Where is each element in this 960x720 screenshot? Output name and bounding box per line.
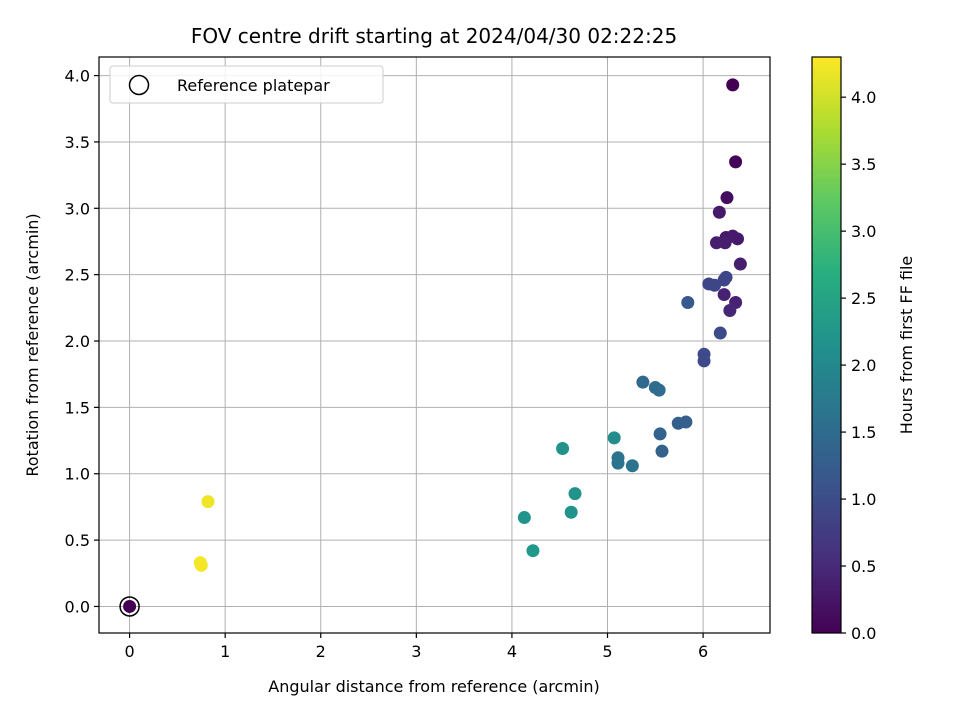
data-point	[556, 442, 570, 456]
colorbar-tick-label: 2.5	[851, 289, 876, 308]
colorbar-gradient	[812, 57, 841, 633]
colorbar-tick-label: 4.0	[851, 88, 876, 107]
data-point	[681, 296, 695, 310]
data-point	[708, 278, 722, 292]
y-tick-label: 2.5	[65, 266, 90, 285]
data-point	[517, 511, 531, 525]
x-tick-label: 1	[220, 642, 230, 661]
colorbar-label: Hours from first FF file	[897, 256, 916, 435]
data-point	[717, 288, 731, 302]
y-tick-label: 3.0	[65, 199, 90, 218]
data-point	[731, 232, 745, 246]
data-point	[123, 599, 137, 613]
colorbar-tick-label: 0.5	[851, 557, 876, 576]
y-tick-label: 4.0	[65, 67, 90, 86]
data-point	[717, 273, 731, 287]
data-point	[729, 155, 743, 169]
y-axis-label: Rotation from reference (arcmin)	[23, 213, 42, 476]
data-point	[671, 416, 685, 430]
chart-title: FOV centre drift starting at 2024/04/30 …	[191, 24, 677, 48]
y-tick-label: 1.5	[65, 398, 90, 417]
data-point	[723, 303, 737, 317]
data-point	[653, 427, 667, 441]
legend-entry-reference: Reference platepar	[177, 76, 330, 95]
data-point	[201, 495, 215, 509]
data-point	[697, 354, 711, 368]
data-point	[625, 459, 639, 473]
colorbar: 0.0 0.5 1.0 1.5 2.0 2.5 3.0 3.5 4.0 Hours from f…	[811, 56, 916, 643]
data-point	[526, 544, 540, 558]
x-tick-label: 6	[698, 642, 708, 661]
data-point	[712, 205, 726, 219]
data-point	[655, 444, 669, 458]
x-tick-label: 5	[602, 642, 612, 661]
data-point	[726, 78, 740, 92]
colorbar-tick-label: 0.0	[851, 624, 876, 643]
legend-box	[109, 65, 384, 104]
data-point	[607, 431, 621, 445]
colorbar-tick-label: 1.0	[851, 490, 876, 509]
x-axis-ticks: 0 1 2 3 4 5 6	[124, 633, 708, 661]
y-axis-ticks: 0.0 0.5 1.0 1.5 2.0 2.5 3.0 3.5 4.0	[65, 67, 99, 616]
legend: Reference platepar	[109, 65, 384, 104]
data-point	[652, 383, 666, 397]
x-tick-label: 3	[411, 642, 421, 661]
data-point	[713, 326, 727, 340]
data-point	[568, 487, 582, 501]
grid	[99, 57, 770, 633]
data-point	[718, 236, 732, 250]
legend-marker-reference	[128, 74, 150, 96]
data-point	[720, 191, 734, 205]
x-axis-label: Angular distance from reference (arcmin)	[268, 677, 599, 696]
y-tick-label: 0.0	[65, 597, 90, 616]
data-point	[611, 456, 625, 470]
data-point	[194, 558, 208, 572]
colorbar-tick-label: 2.0	[851, 356, 876, 375]
colorbar-tick-label: 1.5	[851, 423, 876, 442]
x-tick-label: 4	[507, 642, 517, 661]
y-tick-label: 0.5	[65, 531, 90, 550]
x-tick-label: 0	[124, 642, 134, 661]
colorbar-frame	[811, 56, 842, 634]
data-point	[564, 505, 578, 519]
reference-platepar-marker	[119, 596, 140, 617]
y-tick-label: 2.0	[65, 332, 90, 351]
data-point	[636, 375, 650, 389]
y-tick-label: 3.5	[65, 133, 90, 152]
colorbar-tick-label: 3.0	[851, 222, 876, 241]
data-points	[119, 78, 747, 617]
data-point	[733, 257, 747, 271]
colorbar-ticks: 0.0 0.5 1.0 1.5 2.0 2.5 3.0 3.5 4.0	[841, 88, 876, 643]
plot-area	[98, 56, 771, 634]
x-tick-label: 2	[316, 642, 326, 661]
colorbar-tick-label: 3.5	[851, 155, 876, 174]
y-tick-label: 1.0	[65, 465, 90, 484]
